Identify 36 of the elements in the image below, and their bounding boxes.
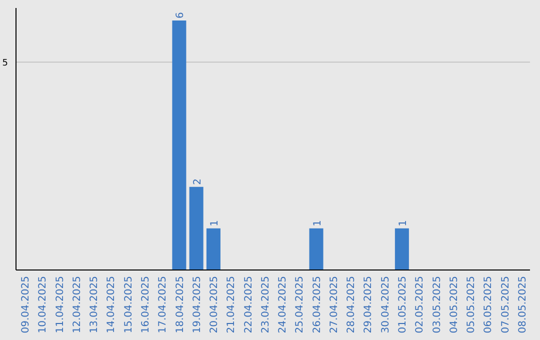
data-label: 1 — [209, 220, 220, 226]
x-tick-label: 02.05.2025 — [414, 276, 426, 334]
x-tick-label: 20.04.2025 — [209, 276, 220, 334]
x-tick-label: 21.04.2025 — [226, 276, 238, 334]
x-tick-label: 08.05.2025 — [517, 276, 528, 334]
data-label: 2 — [192, 178, 204, 185]
x-tick-label: 29.04.2025 — [363, 276, 374, 334]
x-tick-label: 19.04.2025 — [192, 276, 203, 334]
x-tick-label: 10.04.2025 — [38, 276, 49, 334]
x-tick-label: 28.04.2025 — [346, 276, 358, 334]
x-tick-label: 03.05.2025 — [432, 276, 443, 334]
x-tick-label: 11.04.2025 — [54, 276, 66, 334]
x-tick-label: 17.04.2025 — [158, 276, 169, 334]
x-tick-label: 27.04.2025 — [328, 276, 340, 334]
x-tick-label: 24.04.2025 — [278, 276, 289, 334]
data-label: 1 — [398, 220, 409, 226]
x-tick-label: 09.04.2025 — [20, 276, 32, 334]
y-tick-label: 5 — [2, 58, 8, 68]
x-tick-label: 26.04.2025 — [312, 276, 323, 334]
x-tick-label: 13.04.2025 — [89, 276, 100, 334]
x-tick-label: 25.04.2025 — [294, 276, 306, 334]
data-label: 1 — [312, 220, 324, 226]
x-tick-label: 16.04.2025 — [140, 276, 152, 334]
x-tick-label: 23.04.2025 — [260, 276, 272, 334]
x-tick-label: 18.04.2025 — [174, 276, 186, 334]
data-label: 6 — [175, 12, 186, 18]
x-tick-label: 06.05.2025 — [483, 276, 494, 334]
x-tick-label: 05.05.2025 — [466, 276, 478, 334]
x-tick-label: 15.04.2025 — [123, 276, 134, 334]
x-tick-label: 12.04.2025 — [72, 276, 83, 334]
x-tick-label: 14.04.2025 — [106, 276, 118, 334]
x-tick-label: 07.05.2025 — [500, 276, 512, 334]
x-tick-label: 22.04.2025 — [243, 276, 254, 334]
x-tick-label: 01.05.2025 — [398, 276, 408, 334]
x-tick-label: 30.04.2025 — [380, 276, 392, 334]
x-tick-label: 04.05.2025 — [448, 276, 460, 334]
